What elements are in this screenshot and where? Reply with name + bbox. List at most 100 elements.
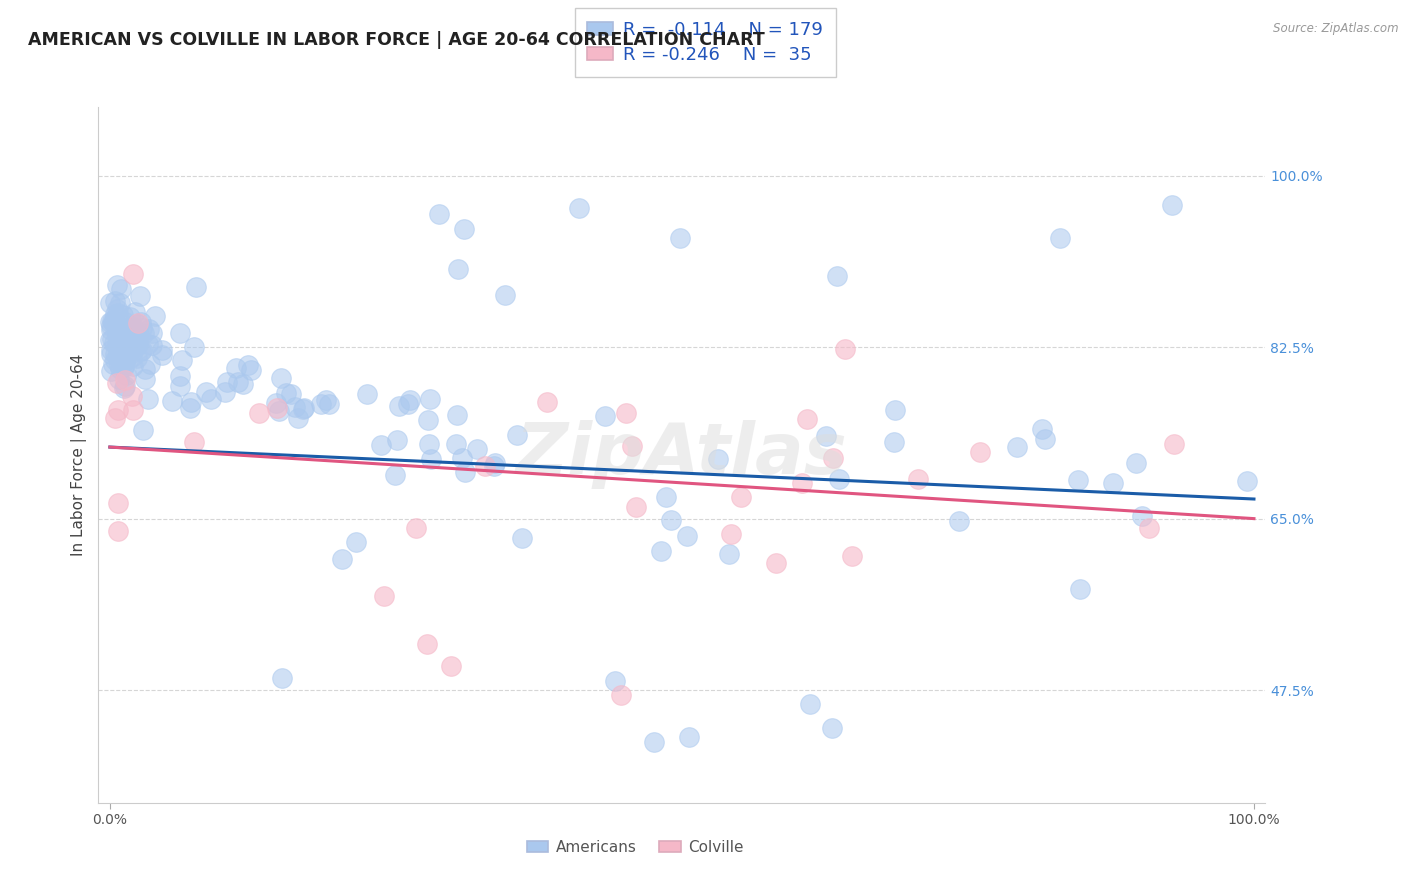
Point: [107, 402, 129, 417]
Point: [447, 262, 470, 277]
Point: [315, 392, 337, 407]
Point: [948, 514, 970, 528]
Point: [111, 325, 134, 339]
Point: [180, 395, 202, 409]
Point: [385, 433, 408, 447]
Point: [131, 343, 153, 357]
Point: [101, 315, 124, 329]
Point: [100, 334, 122, 348]
Point: [240, 362, 263, 376]
Point: [100, 316, 122, 330]
Point: [127, 318, 149, 332]
Point: [232, 376, 254, 391]
Point: [136, 392, 159, 406]
Point: [1033, 432, 1056, 446]
Point: [114, 378, 136, 392]
Point: [1161, 197, 1184, 211]
Point: [122, 337, 145, 351]
Point: [105, 327, 128, 342]
Point: [384, 467, 406, 482]
Point: [266, 401, 288, 415]
Point: [907, 472, 929, 486]
Point: [605, 673, 627, 688]
Point: [132, 423, 155, 437]
Point: [370, 438, 392, 452]
Point: [621, 439, 644, 453]
Point: [659, 513, 682, 527]
Point: [125, 339, 148, 353]
Point: [678, 730, 700, 744]
Point: [150, 349, 173, 363]
Point: [236, 359, 259, 373]
Point: [118, 323, 141, 337]
Point: [274, 385, 297, 400]
Point: [396, 397, 419, 411]
Point: [454, 465, 477, 479]
Point: [108, 330, 131, 344]
Point: [121, 402, 143, 417]
Point: [654, 490, 676, 504]
Point: [568, 201, 591, 215]
Point: [453, 221, 475, 235]
Point: [270, 371, 292, 385]
Point: [105, 376, 128, 390]
Point: [828, 471, 851, 485]
Point: [110, 350, 132, 364]
Point: [103, 314, 125, 328]
Point: [624, 500, 647, 515]
Point: [139, 357, 162, 371]
Point: [1137, 521, 1160, 535]
Point: [104, 307, 127, 321]
Point: [124, 305, 146, 319]
Text: AMERICAN VS COLVILLE IN LABOR FORCE | AGE 20-64 CORRELATION CHART: AMERICAN VS COLVILLE IN LABOR FORCE | AG…: [28, 31, 765, 49]
Point: [318, 397, 340, 411]
Point: [132, 326, 155, 341]
Point: [593, 409, 616, 424]
Point: [107, 324, 129, 338]
Point: [287, 411, 309, 425]
Point: [107, 496, 129, 510]
Point: [122, 319, 145, 334]
Point: [796, 412, 818, 426]
Point: [427, 207, 450, 221]
Point: [114, 373, 136, 387]
Point: [136, 337, 159, 351]
Point: [330, 552, 353, 566]
Point: [105, 301, 128, 316]
Point: [110, 355, 132, 369]
Point: [610, 688, 633, 702]
Point: [834, 343, 856, 357]
Point: [1069, 582, 1091, 596]
Point: [1163, 437, 1185, 451]
Point: [217, 375, 239, 389]
Point: [100, 318, 122, 333]
Point: [1031, 421, 1053, 435]
Point: [101, 332, 124, 346]
Point: [114, 353, 136, 368]
Point: [143, 310, 166, 324]
Point: [720, 527, 742, 541]
Point: [195, 384, 218, 399]
Point: [110, 362, 132, 376]
Point: [419, 392, 441, 406]
Point: [474, 458, 496, 473]
Point: [124, 325, 146, 339]
Point: [650, 543, 672, 558]
Point: [112, 381, 135, 395]
Point: [707, 451, 730, 466]
Point: [484, 456, 506, 470]
Point: [104, 410, 127, 425]
Point: [214, 385, 236, 400]
Point: [129, 343, 152, 358]
Point: [1049, 231, 1071, 245]
Point: [107, 306, 129, 320]
Point: [494, 287, 516, 301]
Point: [510, 531, 533, 545]
Point: [105, 277, 128, 292]
Point: [643, 735, 665, 749]
Point: [292, 401, 315, 415]
Point: [120, 310, 142, 324]
Point: [129, 315, 152, 329]
Point: [114, 358, 136, 372]
Point: [226, 375, 249, 389]
